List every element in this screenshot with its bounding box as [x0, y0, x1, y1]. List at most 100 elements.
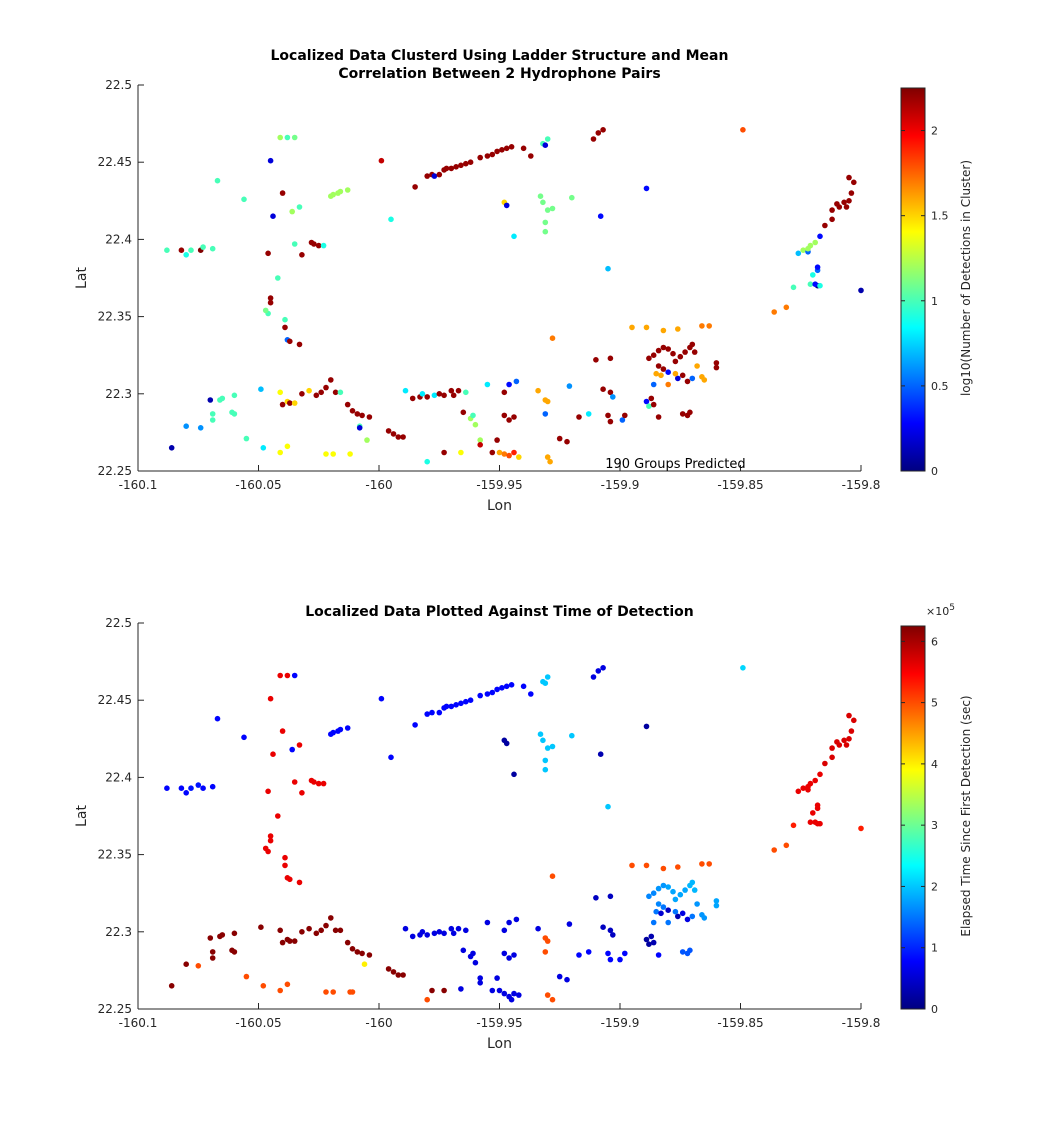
data-point [687, 409, 693, 416]
data-point [284, 134, 291, 141]
data-point [694, 363, 700, 369]
y-tick-label: 22.3 [105, 925, 132, 939]
data-point [470, 412, 476, 419]
colorbar-tick-label: 4 [931, 758, 938, 771]
data-point [501, 927, 508, 934]
data-point [814, 264, 821, 271]
data-point [812, 777, 818, 784]
colorbar-tick-label: 6 [931, 635, 938, 648]
data-point [542, 757, 549, 764]
data-point [665, 381, 671, 388]
data-point [291, 938, 298, 944]
data-point [496, 987, 503, 994]
data-point [424, 458, 431, 465]
data-point [665, 884, 671, 890]
data-point [262, 307, 269, 314]
data-point [267, 299, 274, 306]
data-point [660, 865, 667, 872]
y-axis-label: Lat [74, 805, 90, 827]
data-point [643, 185, 650, 192]
data-point [795, 788, 802, 795]
data-point [477, 437, 484, 443]
data-point [689, 913, 696, 920]
data-point [287, 876, 293, 883]
data-point [315, 780, 322, 787]
data-point [412, 184, 418, 190]
data-point [450, 930, 457, 937]
data-point [841, 737, 847, 744]
data-point [549, 996, 556, 1003]
data-point [390, 431, 397, 437]
data-point [429, 709, 435, 716]
data-point [660, 904, 667, 910]
colorbar-tick-label: 0 [931, 465, 938, 478]
data-point [501, 990, 508, 997]
data-point [388, 216, 394, 223]
data-point [354, 949, 361, 955]
colorbar-tick-label: 2 [931, 880, 938, 893]
data-point [209, 949, 216, 955]
data-point [458, 986, 464, 992]
data-point [807, 242, 814, 249]
data-point [200, 244, 206, 250]
colorbar: 0 1 2 3 4 5 6 Elapsed Time Since First Detectio… [900, 603, 973, 1016]
data-point [431, 173, 438, 179]
data-point [605, 412, 611, 419]
data-point [489, 987, 496, 994]
data-point [542, 411, 549, 417]
data-point [576, 952, 582, 958]
data-point [540, 737, 546, 744]
colorbar-gradient [900, 625, 926, 1010]
colorbar-label: Elapsed Time Since First Detection (sec) [959, 695, 973, 936]
data-point [841, 199, 847, 206]
data-point [679, 949, 686, 955]
data-point [291, 779, 298, 785]
data-point [349, 408, 356, 414]
data-point [846, 174, 852, 181]
x-tick-label: -159.9 [601, 1016, 640, 1030]
data-point [605, 265, 611, 272]
data-point [320, 780, 327, 787]
data-point [684, 916, 691, 923]
data-point [299, 929, 305, 935]
data-point [846, 712, 852, 719]
data-point [436, 391, 443, 397]
data-point [402, 387, 409, 394]
data-point [484, 691, 491, 697]
data-point [296, 204, 303, 210]
scatter-points [164, 127, 864, 465]
data-point [564, 976, 570, 983]
x-tick-label: -159.85 [717, 478, 763, 492]
x-tick-label: -160.05 [235, 478, 281, 492]
data-point [323, 922, 329, 929]
data-point [783, 304, 790, 311]
data-point [812, 239, 818, 246]
data-point [595, 130, 602, 136]
data-point [323, 384, 329, 391]
y-tick-label: 22.4 [105, 232, 132, 246]
data-point [277, 927, 284, 934]
data-point [209, 417, 216, 423]
data-point [691, 887, 698, 893]
data-point [817, 771, 823, 778]
data-point [790, 822, 797, 829]
data-point [660, 327, 667, 334]
data-point [672, 358, 679, 365]
data-point [291, 134, 298, 141]
data-point [412, 722, 418, 728]
data-point [214, 177, 221, 184]
data-point [564, 438, 570, 445]
data-point [463, 389, 469, 396]
data-point [699, 323, 705, 329]
x-tick-label: -160.1 [119, 478, 158, 492]
colorbar-tick-label: 5 [931, 697, 938, 710]
data-point [477, 692, 484, 699]
data-point [675, 375, 681, 382]
data-point [544, 136, 551, 142]
data-point [520, 683, 527, 690]
chart-panel-1: Localized Data Clusterd Using Ladder Str… [74, 48, 973, 514]
data-point [648, 395, 655, 402]
data-point [665, 346, 671, 352]
data-point [597, 751, 604, 757]
data-point [535, 387, 541, 394]
